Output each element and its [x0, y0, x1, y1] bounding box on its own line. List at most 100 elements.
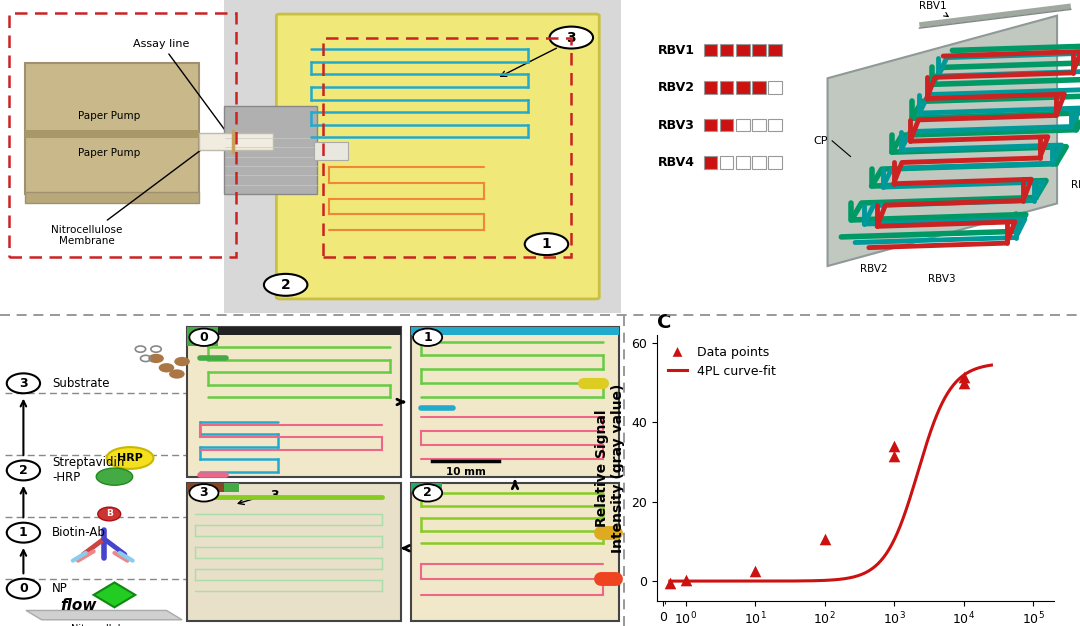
Point — [816, 535, 834, 545]
Bar — [411, 327, 619, 476]
Bar — [187, 327, 401, 335]
Bar — [704, 119, 717, 131]
Text: 0: 0 — [200, 331, 208, 344]
Circle shape — [148, 354, 164, 363]
Text: Assay line: Assay line — [133, 39, 230, 137]
Point — [955, 377, 972, 387]
Text: HRP: HRP — [117, 453, 143, 463]
Text: 3: 3 — [567, 31, 576, 44]
Text: Paper Pump: Paper Pump — [78, 148, 139, 158]
Circle shape — [413, 484, 442, 501]
Legend: Data points, 4PL curve-fit: Data points, 4PL curve-fit — [663, 341, 781, 383]
Text: RBV2: RBV2 — [658, 81, 694, 94]
Text: 1: 1 — [423, 331, 432, 344]
Bar — [752, 44, 766, 56]
Bar — [224, 0, 621, 313]
Circle shape — [159, 363, 174, 372]
Ellipse shape — [107, 447, 153, 469]
Text: Nitrocellulose
Membrane: Nitrocellulose Membrane — [51, 145, 207, 246]
Bar — [224, 483, 240, 492]
Bar — [313, 143, 348, 160]
Text: Nitrocellulose
Membrane: Nitrocellulose Membrane — [71, 623, 137, 626]
Text: Biotin-Ab: Biotin-Ab — [52, 526, 106, 539]
Text: RBV1: RBV1 — [919, 1, 948, 16]
Bar — [411, 483, 442, 492]
Bar — [25, 63, 199, 194]
Text: 3: 3 — [200, 486, 208, 500]
Circle shape — [170, 369, 185, 379]
Circle shape — [98, 507, 121, 521]
Bar — [719, 81, 733, 94]
Bar — [187, 483, 224, 492]
Circle shape — [189, 329, 218, 346]
Bar — [752, 156, 766, 169]
Text: 3: 3 — [270, 489, 279, 502]
Bar — [752, 119, 766, 131]
Text: 2: 2 — [281, 278, 291, 292]
Text: 3: 3 — [19, 377, 28, 390]
Text: RBV4: RBV4 — [658, 156, 694, 169]
Circle shape — [413, 329, 442, 346]
Text: C: C — [657, 313, 671, 332]
Bar — [719, 156, 733, 169]
Ellipse shape — [96, 468, 133, 485]
Bar — [752, 81, 766, 94]
Bar — [719, 119, 733, 131]
Point — [746, 566, 764, 576]
Bar — [735, 119, 750, 131]
Circle shape — [6, 461, 40, 480]
Circle shape — [174, 357, 190, 366]
Text: CP: CP — [813, 136, 827, 146]
Point — [677, 575, 694, 585]
Polygon shape — [26, 610, 183, 620]
Text: 1: 1 — [541, 237, 552, 251]
Polygon shape — [827, 16, 1057, 266]
Point — [955, 372, 972, 382]
Bar — [768, 44, 782, 56]
Bar — [25, 193, 199, 203]
Text: 0: 0 — [19, 582, 28, 595]
Text: RBV3: RBV3 — [929, 274, 956, 284]
Text: RBV1: RBV1 — [658, 44, 694, 56]
Point — [886, 441, 903, 451]
Bar — [187, 483, 401, 622]
Text: RBV4: RBV4 — [1071, 180, 1080, 190]
Text: B: B — [106, 510, 112, 518]
Text: RBV2: RBV2 — [860, 264, 888, 274]
Bar — [768, 119, 782, 131]
Bar — [25, 130, 199, 138]
FancyBboxPatch shape — [276, 14, 599, 299]
Text: Streptavidin
-HRP: Streptavidin -HRP — [52, 456, 124, 485]
Bar — [768, 81, 782, 94]
Circle shape — [189, 484, 218, 501]
Bar — [199, 133, 273, 150]
Text: RBV3: RBV3 — [658, 119, 694, 131]
Bar — [187, 327, 218, 346]
Bar — [411, 483, 619, 622]
Text: 2: 2 — [423, 486, 432, 500]
Circle shape — [525, 233, 568, 255]
Text: 2: 2 — [19, 464, 28, 477]
Bar — [735, 44, 750, 56]
Bar — [719, 44, 733, 56]
Bar — [704, 44, 717, 56]
Bar — [735, 81, 750, 94]
Point — [886, 451, 903, 461]
Text: 1: 1 — [19, 526, 28, 539]
Circle shape — [6, 523, 40, 543]
Circle shape — [264, 274, 308, 295]
Bar — [411, 327, 619, 335]
Bar — [768, 156, 782, 169]
Text: flow: flow — [59, 598, 96, 613]
Bar — [735, 156, 750, 169]
Bar — [704, 81, 717, 94]
Circle shape — [550, 26, 593, 49]
Y-axis label: Relative Signal
Intensity (gray value): Relative Signal Intensity (gray value) — [595, 383, 625, 553]
Text: Substrate: Substrate — [52, 377, 109, 390]
Text: NP: NP — [52, 582, 68, 595]
Circle shape — [6, 578, 40, 598]
Text: 10 mm: 10 mm — [446, 467, 486, 477]
Circle shape — [6, 373, 40, 393]
Bar — [224, 106, 316, 194]
Bar — [187, 327, 401, 476]
